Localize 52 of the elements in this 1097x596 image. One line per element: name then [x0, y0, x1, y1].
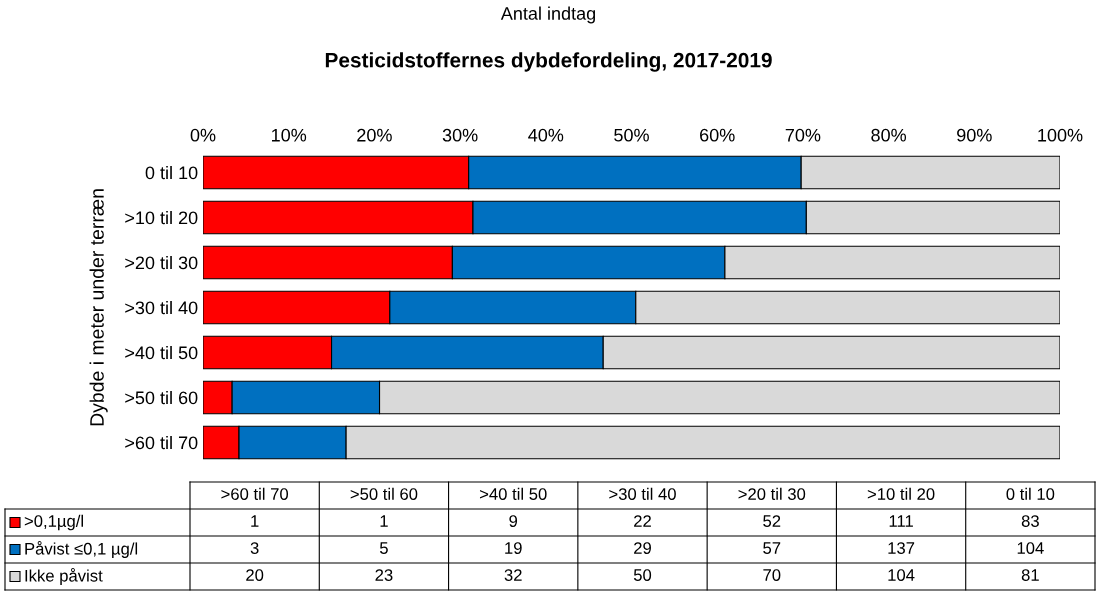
x-tick-label: 20%	[357, 128, 392, 142]
y-tick-label: >60 til 70	[125, 435, 198, 450]
x-tick-label: 90%	[957, 128, 992, 142]
data-label: 23	[375, 569, 393, 581]
data-label: 50	[633, 569, 652, 581]
legend-label: >0,1µg/l	[24, 514, 83, 531]
data-label: 5	[379, 542, 388, 554]
category-label: >50 til 60	[350, 487, 418, 500]
chart-title: Pesticidstoffernes dybdefordeling, 2017-2019	[325, 52, 772, 72]
data-label: 29	[634, 542, 651, 554]
data-label: 1	[251, 515, 259, 527]
data-label: 1	[380, 515, 388, 527]
x-tick-label: 80%	[871, 128, 907, 142]
legend-label: Ikke påvist	[25, 568, 103, 585]
data-label: 137	[888, 542, 915, 554]
data-label: 52	[763, 515, 781, 527]
data-label: 22	[634, 515, 651, 527]
x-tick-label: 60%	[700, 128, 735, 142]
y-tick-label: >10 til 20	[125, 210, 198, 225]
category-label: >40 til 50	[479, 487, 547, 500]
x-tick-label: 100%	[1038, 128, 1083, 142]
data-label: 9	[509, 515, 518, 527]
data-label: 104	[888, 569, 915, 581]
data-label: 104	[1017, 542, 1044, 554]
data-label: 3	[250, 542, 259, 554]
text: Antal indtag	[500, 6, 596, 24]
data-label: 20	[246, 569, 264, 581]
data-label: 32	[504, 569, 522, 581]
x-tick-label: 50%	[614, 128, 649, 142]
y-axis-title: Dybde i meter under terræn	[89, 189, 108, 426]
category-label: >20 til 30	[738, 487, 806, 500]
x-tick-label: 30%	[442, 128, 478, 142]
x-tick-label: 0%	[190, 128, 216, 142]
legend-label: Påvist ≤0,1 µg/l	[25, 541, 138, 558]
y-tick-label: >20 til 30	[125, 255, 198, 270]
x-tick-label: 40%	[528, 128, 564, 142]
data-label: 19	[505, 542, 522, 554]
y-tick-label: >40 til 50	[125, 345, 198, 360]
y-tick-label: 0 til 10	[145, 165, 198, 180]
data-label: 111	[889, 515, 913, 527]
y-tick-label: >50 til 60	[125, 390, 198, 405]
category-label: >30 til 40	[609, 487, 676, 500]
category-label: >60 til 70	[221, 487, 289, 500]
category-label: >10 til 20	[867, 487, 935, 500]
x-tick-label: 70%	[785, 128, 821, 142]
data-label: 81	[1021, 569, 1039, 581]
data-label: 70	[763, 569, 781, 581]
x-tick-label: 10%	[272, 128, 307, 142]
y-tick-label: >30 til 40	[125, 300, 198, 315]
category-label: 0 til 10	[1006, 487, 1055, 500]
data-label: 83	[1021, 515, 1039, 527]
data-label: 57	[763, 542, 781, 554]
